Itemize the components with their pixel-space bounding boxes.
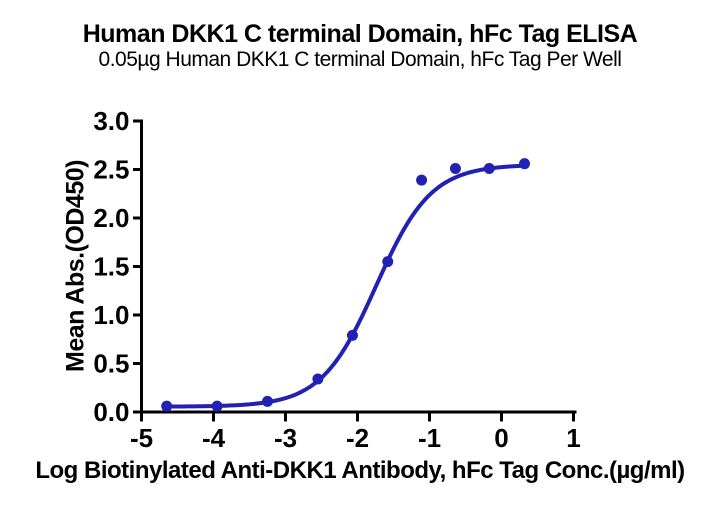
data-point bbox=[262, 395, 273, 407]
data-point bbox=[161, 400, 173, 412]
data-point bbox=[346, 329, 358, 341]
data-point bbox=[483, 163, 495, 175]
y-tick-label: 2.0 bbox=[93, 203, 129, 233]
y-tick-label: 2.5 bbox=[93, 155, 129, 185]
x-tick-label: -2 bbox=[346, 423, 369, 453]
y-tick-label: 0.0 bbox=[93, 397, 129, 427]
x-tick-label: -1 bbox=[418, 423, 441, 453]
y-tick-label: 0.5 bbox=[93, 349, 129, 379]
data-point bbox=[211, 400, 223, 412]
y-tick-label: 1.0 bbox=[93, 300, 129, 330]
y-tick-label: 3.0 bbox=[93, 106, 129, 136]
x-tick-label: 1 bbox=[566, 423, 580, 453]
y-tick-label: 1.5 bbox=[93, 252, 129, 282]
chart-subtitle: 0.05µg Human DKK1 C terminal Domain, hFc… bbox=[98, 48, 622, 71]
x-tick-label: -4 bbox=[202, 423, 226, 453]
data-point bbox=[382, 256, 394, 268]
x-tick-label: -3 bbox=[274, 423, 297, 453]
data-point bbox=[449, 163, 461, 175]
x-axis-label: Log Biotinylated Anti-DKK1 Antibody, hFc… bbox=[35, 457, 685, 484]
fit-curve bbox=[164, 163, 527, 409]
x-tick-label: -5 bbox=[130, 423, 153, 453]
data-point bbox=[416, 174, 428, 186]
data-point bbox=[312, 373, 324, 385]
data-point bbox=[519, 158, 531, 170]
x-tick-label: 0 bbox=[494, 423, 508, 453]
chart-title: Human DKK1 C terminal Domain, hFc Tag EL… bbox=[82, 20, 638, 48]
